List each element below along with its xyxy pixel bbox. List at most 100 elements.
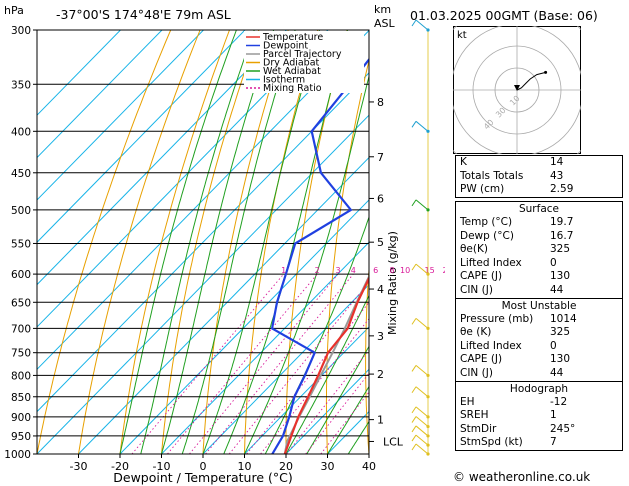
legend-label: Dry Adiabat bbox=[263, 58, 320, 69]
hodo-key: EH bbox=[460, 395, 475, 408]
mixing-ratio-label: 2 bbox=[315, 266, 320, 275]
km-tick-label: 5 bbox=[377, 236, 384, 249]
mu-key: θe (K) bbox=[460, 326, 492, 339]
temperature-tick-label: 0 bbox=[200, 460, 207, 473]
isotherm-line bbox=[37, 30, 287, 286]
mu-row: θe (K) 325 bbox=[456, 326, 622, 340]
wind-barb-shaft bbox=[415, 386, 429, 398]
mixing-ratio-label: 20 bbox=[442, 266, 445, 275]
wind-barb-flag bbox=[411, 121, 417, 128]
index-row-pw: PW (cm) 2.59 bbox=[456, 183, 622, 197]
hodograph-trace bbox=[516, 71, 546, 91]
isotherm-line bbox=[202, 283, 369, 454]
mixing-ratio-label: 8 bbox=[390, 266, 395, 275]
mu-value: 1014 bbox=[550, 312, 577, 325]
surface-key: Lifted Index bbox=[460, 256, 522, 269]
hodo-value: -12 bbox=[550, 395, 568, 408]
mu-value: 130 bbox=[550, 353, 571, 366]
lcl-label: LCL bbox=[383, 435, 404, 448]
pressure-tick-label: 900 bbox=[11, 412, 31, 424]
wet-adiabat-line bbox=[161, 30, 275, 454]
wind-barb-shaft bbox=[415, 406, 429, 418]
index-key: Totals Totals bbox=[460, 169, 524, 182]
wind-barb-shaft bbox=[415, 318, 429, 329]
temperature-tick-label: 40 bbox=[362, 460, 376, 473]
wind-barb-dot bbox=[426, 373, 430, 378]
mixing-ratio-line bbox=[320, 391, 369, 454]
hodo-value: 245° bbox=[550, 422, 576, 435]
wind-barb-shaft bbox=[415, 416, 429, 427]
surface-title: Surface bbox=[518, 203, 559, 215]
mixing-ratio-label: 10 bbox=[400, 266, 410, 275]
wind-barb-dot bbox=[426, 395, 430, 399]
surface-row: Temp (°C) 19.7 bbox=[456, 216, 622, 230]
wind-barb-dot bbox=[426, 28, 430, 32]
legend-label: Mixing Ratio bbox=[263, 83, 322, 94]
wind-barb-flag bbox=[411, 199, 417, 207]
index-value: 14 bbox=[550, 156, 564, 168]
hodo-value: 1 bbox=[550, 409, 557, 422]
surface-value: 0 bbox=[550, 256, 557, 269]
dry-adiabat-line bbox=[440, 30, 445, 454]
temperature-tick-label: -10 bbox=[153, 460, 171, 473]
mu-row: Lifted Index 0 bbox=[456, 340, 622, 354]
legend-label: Dewpoint bbox=[263, 41, 308, 52]
surface-value: 44 bbox=[550, 283, 564, 296]
dry-adiabat-line bbox=[37, 30, 172, 454]
mixing-ratio-label: 3 bbox=[335, 266, 340, 275]
hodo-key: SREH bbox=[460, 409, 489, 422]
mixing-ratio-line bbox=[246, 301, 369, 454]
mu-key: Lifted Index bbox=[460, 339, 522, 352]
mu-key: CIN (J) bbox=[460, 366, 493, 379]
isotherm-line bbox=[119, 199, 369, 454]
pressure-tick-label: 700 bbox=[11, 323, 31, 335]
y-axis-unit-label: hPa bbox=[4, 4, 24, 17]
temperature-tick-label: 20 bbox=[279, 460, 293, 473]
temperature-tick-label: -30 bbox=[70, 460, 88, 473]
mu-row: CIN (J) 44 bbox=[456, 367, 622, 381]
wind-barb-dot bbox=[426, 208, 430, 212]
mixing-ratio-line bbox=[189, 273, 339, 454]
hodo-row: EH -12 bbox=[456, 396, 622, 410]
surface-key: CIN (J) bbox=[460, 283, 493, 296]
temperature-tick-label: -20 bbox=[111, 460, 129, 473]
mixing-ratio-label: 6 bbox=[373, 266, 378, 275]
plot-area bbox=[37, 30, 445, 454]
hodograph-end-point bbox=[544, 70, 548, 74]
surface-value: 19.7 bbox=[550, 216, 574, 228]
hodo-key: StmDir bbox=[460, 422, 497, 435]
surface-value: 325 bbox=[550, 243, 571, 256]
legend-background bbox=[244, 31, 364, 93]
km-tick-label: 2 bbox=[377, 368, 384, 381]
index-key: K bbox=[460, 156, 467, 168]
surface-key: θe(K) bbox=[460, 243, 488, 256]
isotherm-line bbox=[37, 30, 329, 328]
wet-adiabat-line bbox=[306, 345, 369, 454]
x-axis-title: Dewpoint / Temperature (°C) bbox=[113, 470, 292, 485]
surface-row: CIN (J) 44 bbox=[456, 284, 622, 298]
isotherm-line bbox=[37, 114, 369, 454]
surface-value: 16.7 bbox=[550, 229, 574, 242]
wind-barb-flag bbox=[411, 416, 417, 423]
mixing-ratio-label: 4 bbox=[351, 266, 356, 275]
hodograph-unit-label: kt bbox=[457, 30, 467, 41]
isotherm-line bbox=[37, 30, 121, 116]
pressure-tick-label: 950 bbox=[11, 431, 31, 443]
legend-label: Temperature bbox=[262, 32, 323, 43]
mu-row: CAPE (J) 130 bbox=[456, 353, 622, 367]
mu-row: Pressure (mb) 1014 bbox=[456, 313, 622, 327]
location-title: -37°00'S 174°48'E 79m ASL bbox=[56, 7, 231, 22]
footer-credit: © weatheronline.co.uk bbox=[453, 470, 591, 484]
mixing-ratio-axis-title: Mixing Ratio (g/kg) bbox=[386, 231, 399, 335]
km-tick-label: 8 bbox=[377, 96, 384, 109]
surface-key: CAPE (J) bbox=[460, 270, 503, 283]
wind-barb-shaft bbox=[415, 263, 429, 275]
storm-motion-marker bbox=[514, 85, 520, 91]
wind-barb-shaft bbox=[415, 443, 429, 455]
wind-barb-dot bbox=[426, 272, 430, 276]
km-tick-label: 3 bbox=[377, 330, 384, 343]
wind-barb-flag bbox=[411, 386, 417, 394]
pressure-tick-label: 800 bbox=[11, 370, 31, 382]
wind-barb-flag bbox=[411, 425, 417, 433]
